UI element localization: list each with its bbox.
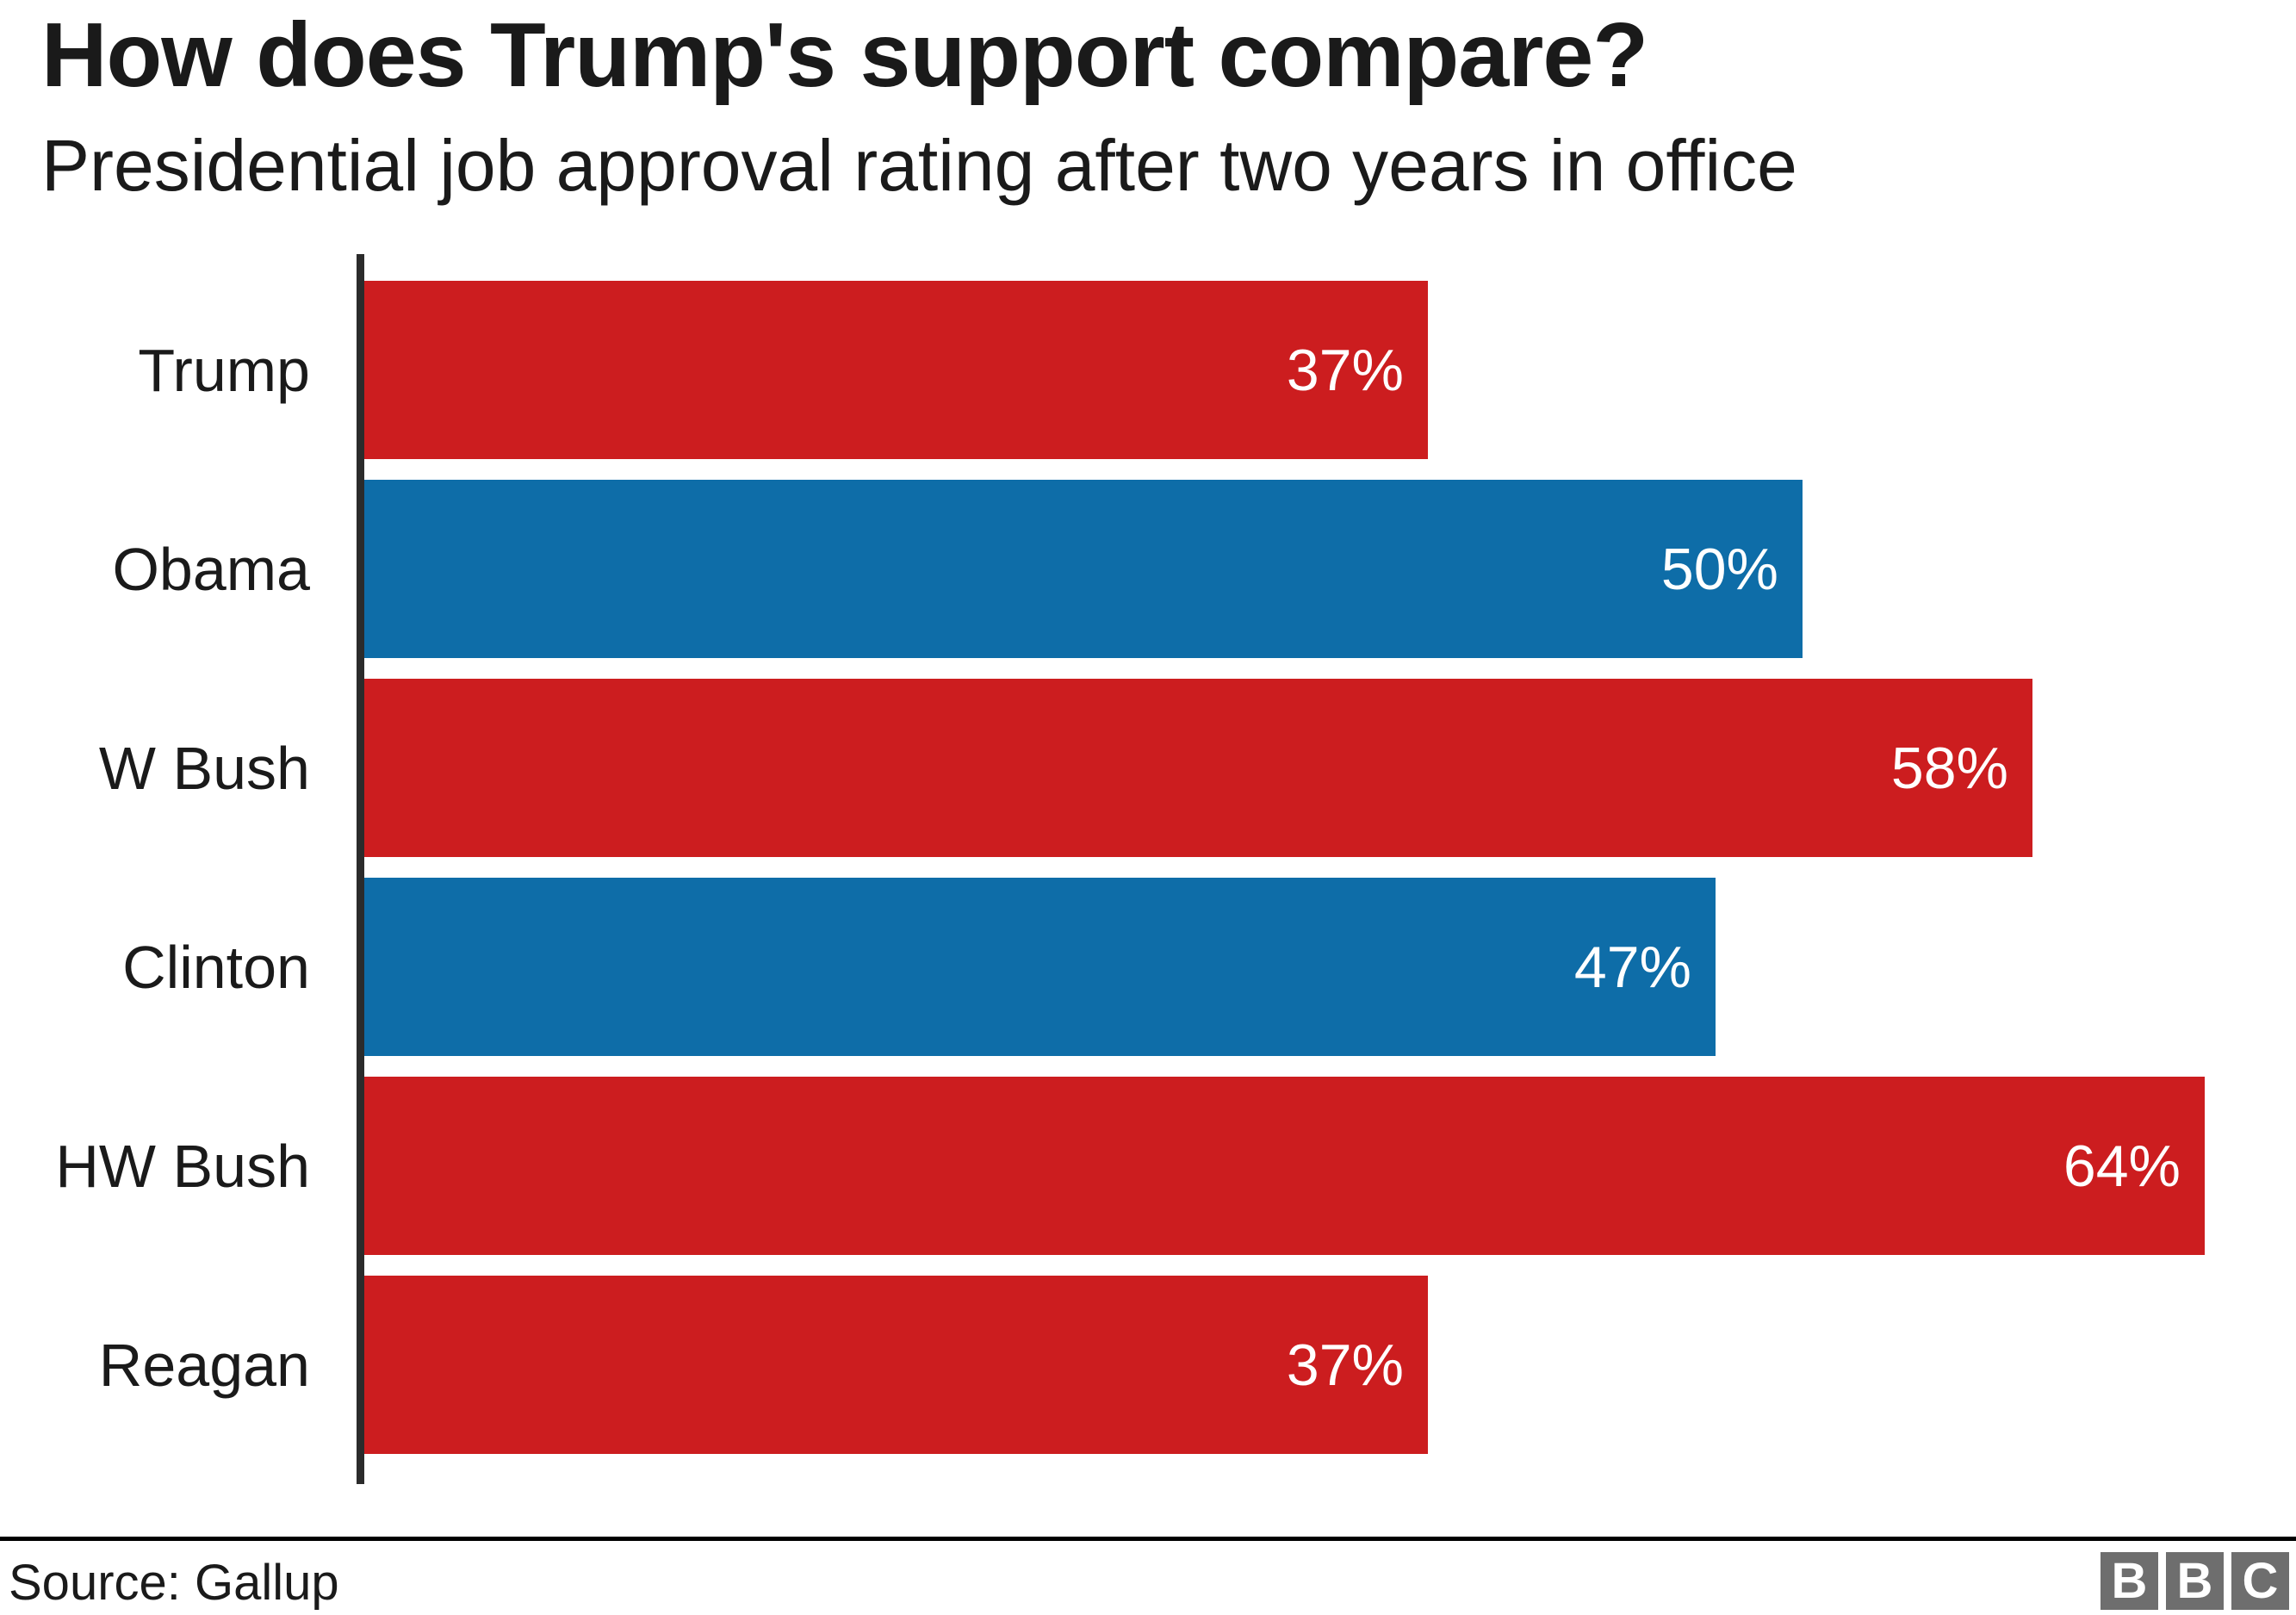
category-label: W Bush — [98, 734, 310, 802]
category-label: Obama — [112, 535, 310, 603]
value-label: 37% — [1286, 337, 1404, 403]
bar: 64% — [364, 1077, 2205, 1255]
bar: 47% — [364, 878, 1716, 1056]
value-label: 50% — [1660, 536, 1778, 602]
category-label: Trump — [138, 336, 310, 404]
bbc-logo-block: C — [2231, 1552, 2289, 1610]
chart-row: Reagan 37% — [0, 1276, 2296, 1454]
source-label: Source: Gallup — [9, 1555, 339, 1611]
chart-rows: Trump 37% Obama 50% W Bush 58% Clinton 47% HW Bu… — [0, 281, 2296, 1454]
category-label: Clinton — [122, 933, 310, 1001]
value-label: 64% — [2063, 1133, 2181, 1199]
category-label: Reagan — [98, 1331, 310, 1399]
bar: 37% — [364, 1276, 1428, 1454]
chart-row: W Bush 58% — [0, 679, 2296, 857]
value-label: 37% — [1286, 1332, 1404, 1398]
chart-subtitle: Presidential job approval rating after t… — [41, 125, 1797, 206]
bbc-logo-block: B — [2101, 1552, 2158, 1610]
category-label: HW Bush — [55, 1132, 310, 1200]
value-label: 47% — [1573, 934, 1691, 1000]
chart-row: Clinton 47% — [0, 878, 2296, 1056]
bar: 37% — [364, 281, 1428, 459]
chart-row: HW Bush 64% — [0, 1077, 2296, 1255]
chart-row: Trump 37% — [0, 281, 2296, 459]
bar: 50% — [364, 480, 1803, 658]
y-axis-line — [357, 254, 364, 1484]
bbc-logo-block: B — [2166, 1552, 2224, 1610]
chart-row: Obama 50% — [0, 480, 2296, 658]
chart-title: How does Trump's support compare? — [41, 4, 1648, 106]
footer-divider — [0, 1537, 2296, 1541]
value-label: 58% — [1890, 735, 2008, 801]
bar: 58% — [364, 679, 2032, 857]
